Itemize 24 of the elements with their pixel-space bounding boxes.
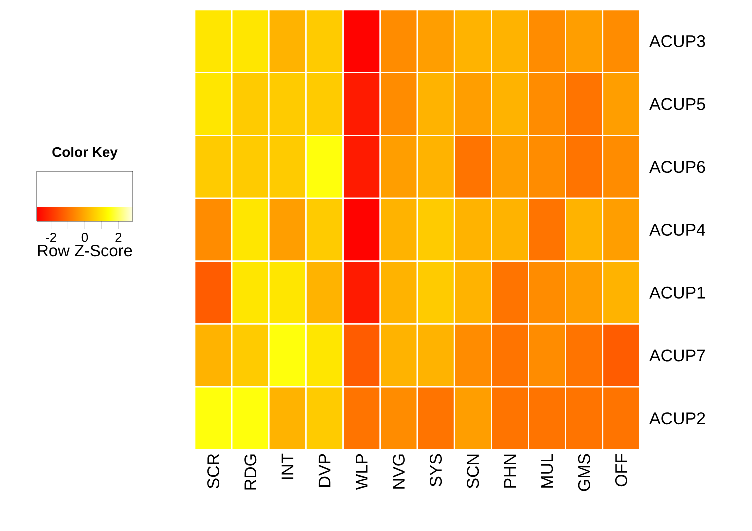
y-tick-label: ACUP2 — [650, 412, 706, 425]
color-bar-title: Row Z-Score — [38, 245, 132, 257]
x-tick-label: SYS — [430, 454, 442, 487]
color-bar-label: -2 — [46, 233, 56, 242]
legend-title: Color Key — [52, 147, 118, 160]
y-tick-label: ACUP6 — [650, 161, 706, 174]
x-tick-label: GMS — [578, 454, 590, 492]
y-tick-label: ACUP3 — [650, 35, 706, 48]
y-tick-label: ACUP4 — [650, 224, 706, 236]
y-tick-label: ACUP1 — [650, 286, 706, 299]
x-tick-label: RDG — [244, 454, 257, 490]
y-tick-label: ACUP5 — [650, 98, 706, 110]
color-bar-label: 0 — [82, 233, 88, 242]
x-tick-label: DVP — [318, 454, 331, 487]
color-bar-label: 2 — [116, 233, 122, 242]
x-tick-label: PHN — [504, 454, 516, 488]
x-tick-label: SCN — [467, 454, 480, 489]
x-tick-label: INT — [282, 454, 294, 480]
x-tick-label: SCR — [208, 454, 220, 489]
x-tick-label: NVG — [392, 454, 405, 489]
y-tick-label: ACUP7 — [650, 350, 706, 362]
x-tick-label: MUL — [541, 454, 554, 488]
x-tick-label: OFF — [615, 454, 628, 487]
x-tick-label: WLP — [356, 454, 368, 490]
